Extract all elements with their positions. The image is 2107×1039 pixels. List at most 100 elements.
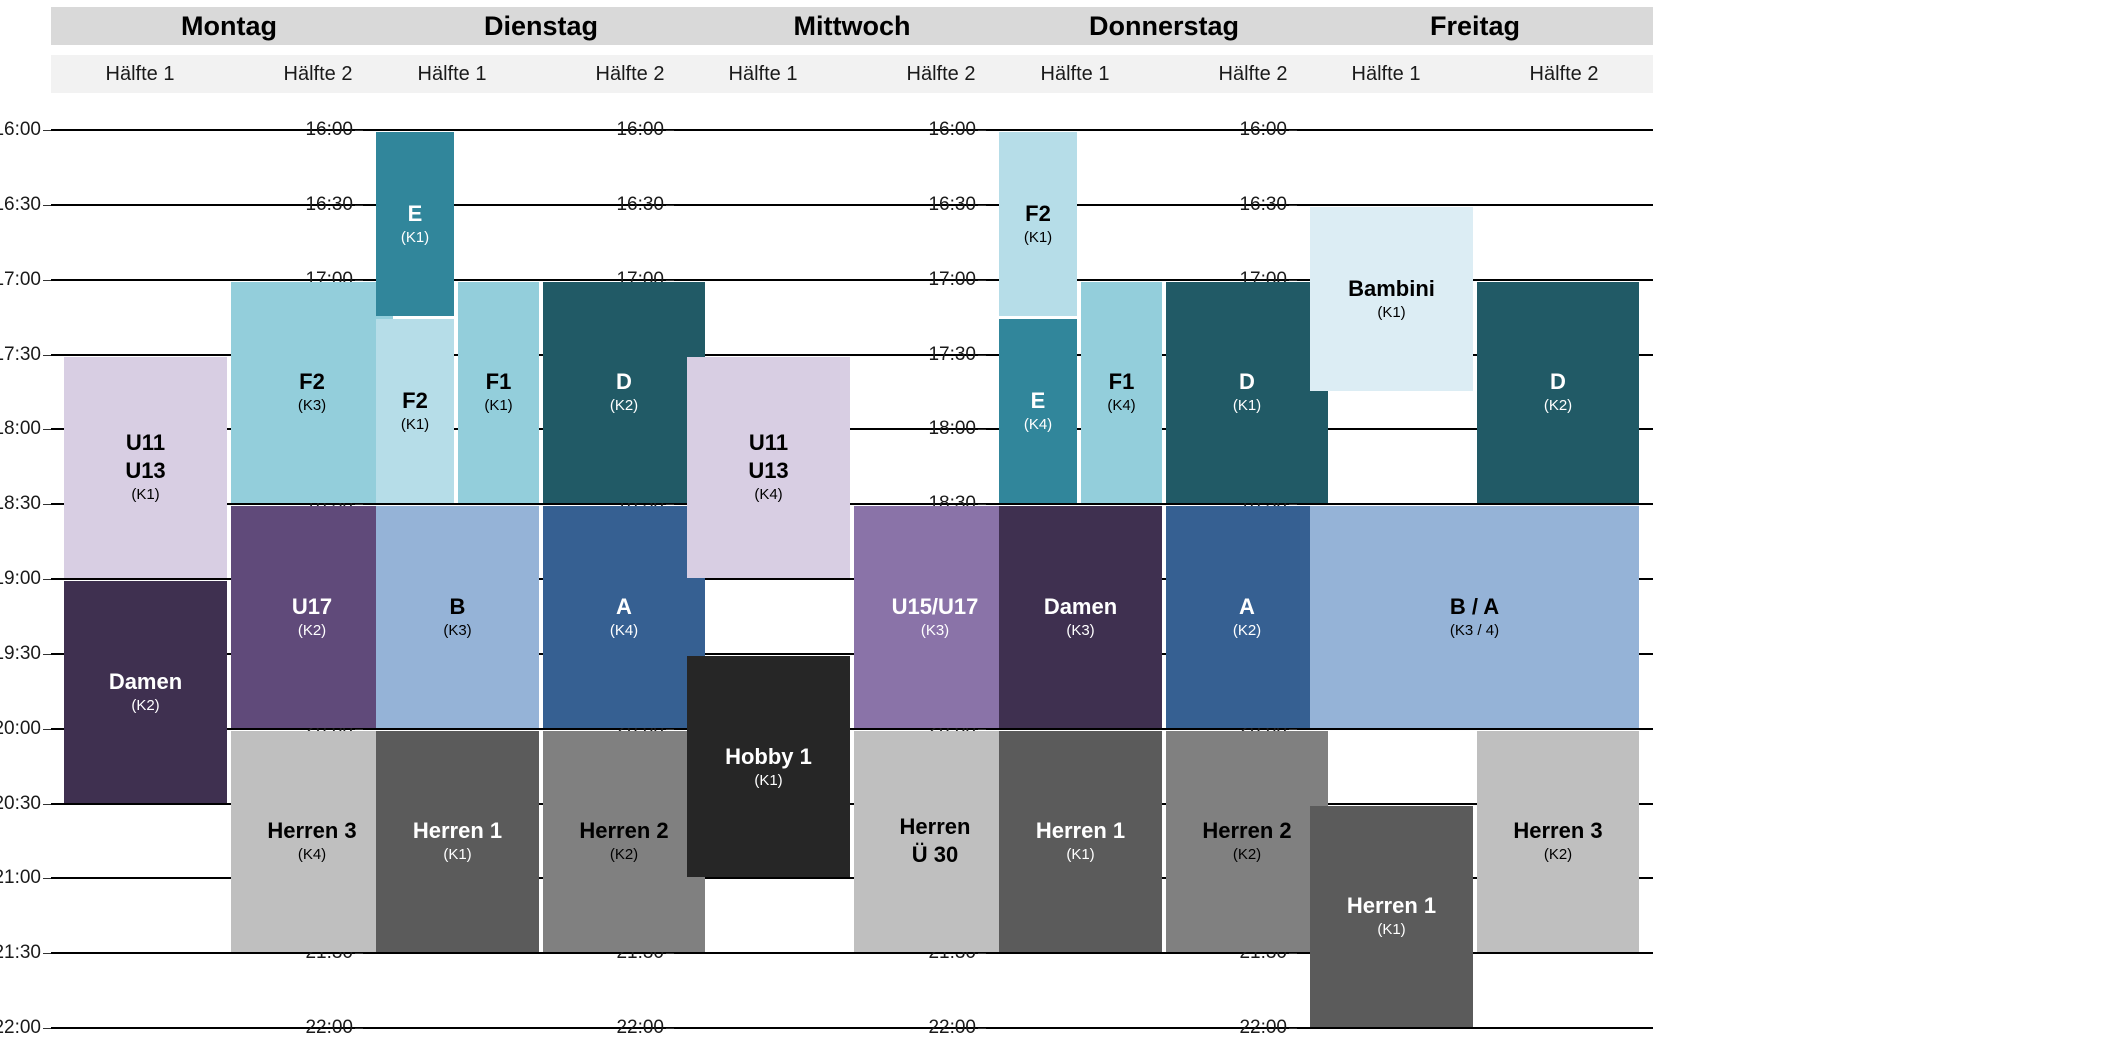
time-tick-label: 16:30 <box>616 193 664 215</box>
session-team: Herren 1 <box>1035 818 1126 844</box>
session-court: (K4) <box>1107 397 1136 415</box>
session-team: Herren 3 <box>1513 818 1603 844</box>
session-court: (K1) <box>400 229 430 247</box>
gridline <box>51 353 407 356</box>
axis-tick <box>978 130 986 131</box>
gridline <box>363 129 719 131</box>
session-block: Bambini (K1) <box>1310 206 1473 391</box>
gridline <box>1297 727 1653 730</box>
session-team: F1 <box>485 369 512 395</box>
axis-tick <box>666 204 674 206</box>
axis-tick <box>978 953 986 955</box>
axis-tick <box>978 429 986 431</box>
session-team: E <box>1030 388 1046 414</box>
axis-tick <box>43 279 51 281</box>
gridline <box>363 652 719 655</box>
time-tick-label: 16:00 <box>928 119 976 140</box>
axis-tick <box>355 953 363 955</box>
session-block: Herren 3 (K4) <box>231 730 393 953</box>
gridline <box>674 428 1030 431</box>
session-team: Herren 3 <box>267 818 357 844</box>
gridline <box>51 802 407 805</box>
axis-tick <box>978 728 986 730</box>
axis-tick <box>978 504 986 506</box>
gridline <box>51 727 407 730</box>
gridline <box>674 278 1030 281</box>
gridline <box>986 578 1342 580</box>
gridline <box>51 952 407 955</box>
half-label: Hälfte 2 <box>1529 63 1599 85</box>
gridline <box>674 578 1030 580</box>
half-label: Hälfte 1 <box>728 63 798 85</box>
day-column: Donnerstag Hälfte 1 Hälfte 2 <box>986 0 1342 1039</box>
gridline <box>986 802 1342 805</box>
gridline <box>1297 503 1653 506</box>
gridline <box>51 428 407 431</box>
half-label: Hälfte 2 <box>1218 63 1288 85</box>
time-tick-label: 21:30 <box>0 942 41 964</box>
gridline <box>986 652 1342 655</box>
day-column: Freitag Hälfte 1 Hälfte 2 <box>1297 0 1653 1039</box>
session-team: B <box>449 593 466 619</box>
session-court: (K1) <box>1066 846 1095 864</box>
gridline <box>1297 278 1653 281</box>
gridline <box>363 578 719 580</box>
session-court: (K3 / 4) <box>1449 621 1500 639</box>
time-tick-label: 16:00 <box>0 119 41 140</box>
half-header: Hälfte 1 Hälfte 2 <box>363 55 719 93</box>
session-court: (K1) <box>484 397 513 415</box>
half-label: Hälfte 2 <box>595 63 665 85</box>
axis-tick <box>355 728 363 730</box>
time-tick-label: 16:30 <box>0 193 41 215</box>
axis-tick <box>666 1028 674 1030</box>
half-label: Hälfte 1 <box>105 63 175 85</box>
gridline <box>674 652 1030 655</box>
session-block: Herren 2 (K2) <box>1166 730 1328 953</box>
session-block: B / A (K3 / 4) <box>1310 506 1639 728</box>
session-block: Hobby 1 (K1) <box>687 655 850 878</box>
session-team: Herren 2 <box>1202 818 1292 844</box>
day-title: Donnerstag <box>986 7 1342 45</box>
gridline <box>51 652 407 655</box>
axis-tick <box>978 279 986 281</box>
session-team: F2 <box>299 369 325 395</box>
time-tick-label: 22:00 <box>0 1017 41 1039</box>
day-title: Freitag <box>1297 7 1653 45</box>
session-court: (K1) <box>131 486 160 504</box>
time-tick-label: 16:30 <box>928 193 976 215</box>
session-court: (K3) <box>297 397 327 415</box>
session-team: E <box>407 201 423 227</box>
axis-tick <box>978 204 986 206</box>
session-court: (K4) <box>297 846 327 864</box>
half-label: Hälfte 1 <box>1040 63 1110 85</box>
session-block: Herren Ü 30 <box>854 730 1016 953</box>
session-block: D (K1) <box>1166 281 1328 504</box>
session-court: (K2) <box>1232 621 1262 639</box>
axis-tick <box>666 728 674 730</box>
session-court: (K4) <box>609 621 639 639</box>
gridline <box>674 802 1030 805</box>
session-block: F2 (K1) <box>376 319 454 504</box>
gridline <box>363 428 719 431</box>
gridline <box>986 129 1342 131</box>
gridline <box>1297 1027 1653 1030</box>
session-block: A (K2) <box>1166 506 1328 728</box>
day-column: Mittwoch Hälfte 1 Hälfte 2 <box>674 0 1030 1039</box>
axis-tick <box>1289 279 1297 281</box>
session-court: (K2) <box>609 397 639 415</box>
axis-tick <box>43 653 51 655</box>
gridline <box>674 129 1030 131</box>
session-block: F2 (K3) <box>231 281 393 504</box>
axis-tick <box>43 878 51 880</box>
axis-tick <box>978 1028 986 1030</box>
gridline <box>674 727 1030 730</box>
axis-tick <box>355 279 363 281</box>
session-block: Herren 1 (K1) <box>376 730 539 953</box>
gridline <box>986 428 1342 431</box>
gridline <box>674 952 1030 955</box>
session-court: (K2) <box>131 696 160 714</box>
session-block: U11 U13 (K1) <box>64 356 227 578</box>
gridline <box>1297 129 1653 131</box>
session-court: (K1) <box>1377 303 1406 321</box>
session-team: D <box>1550 369 1566 395</box>
